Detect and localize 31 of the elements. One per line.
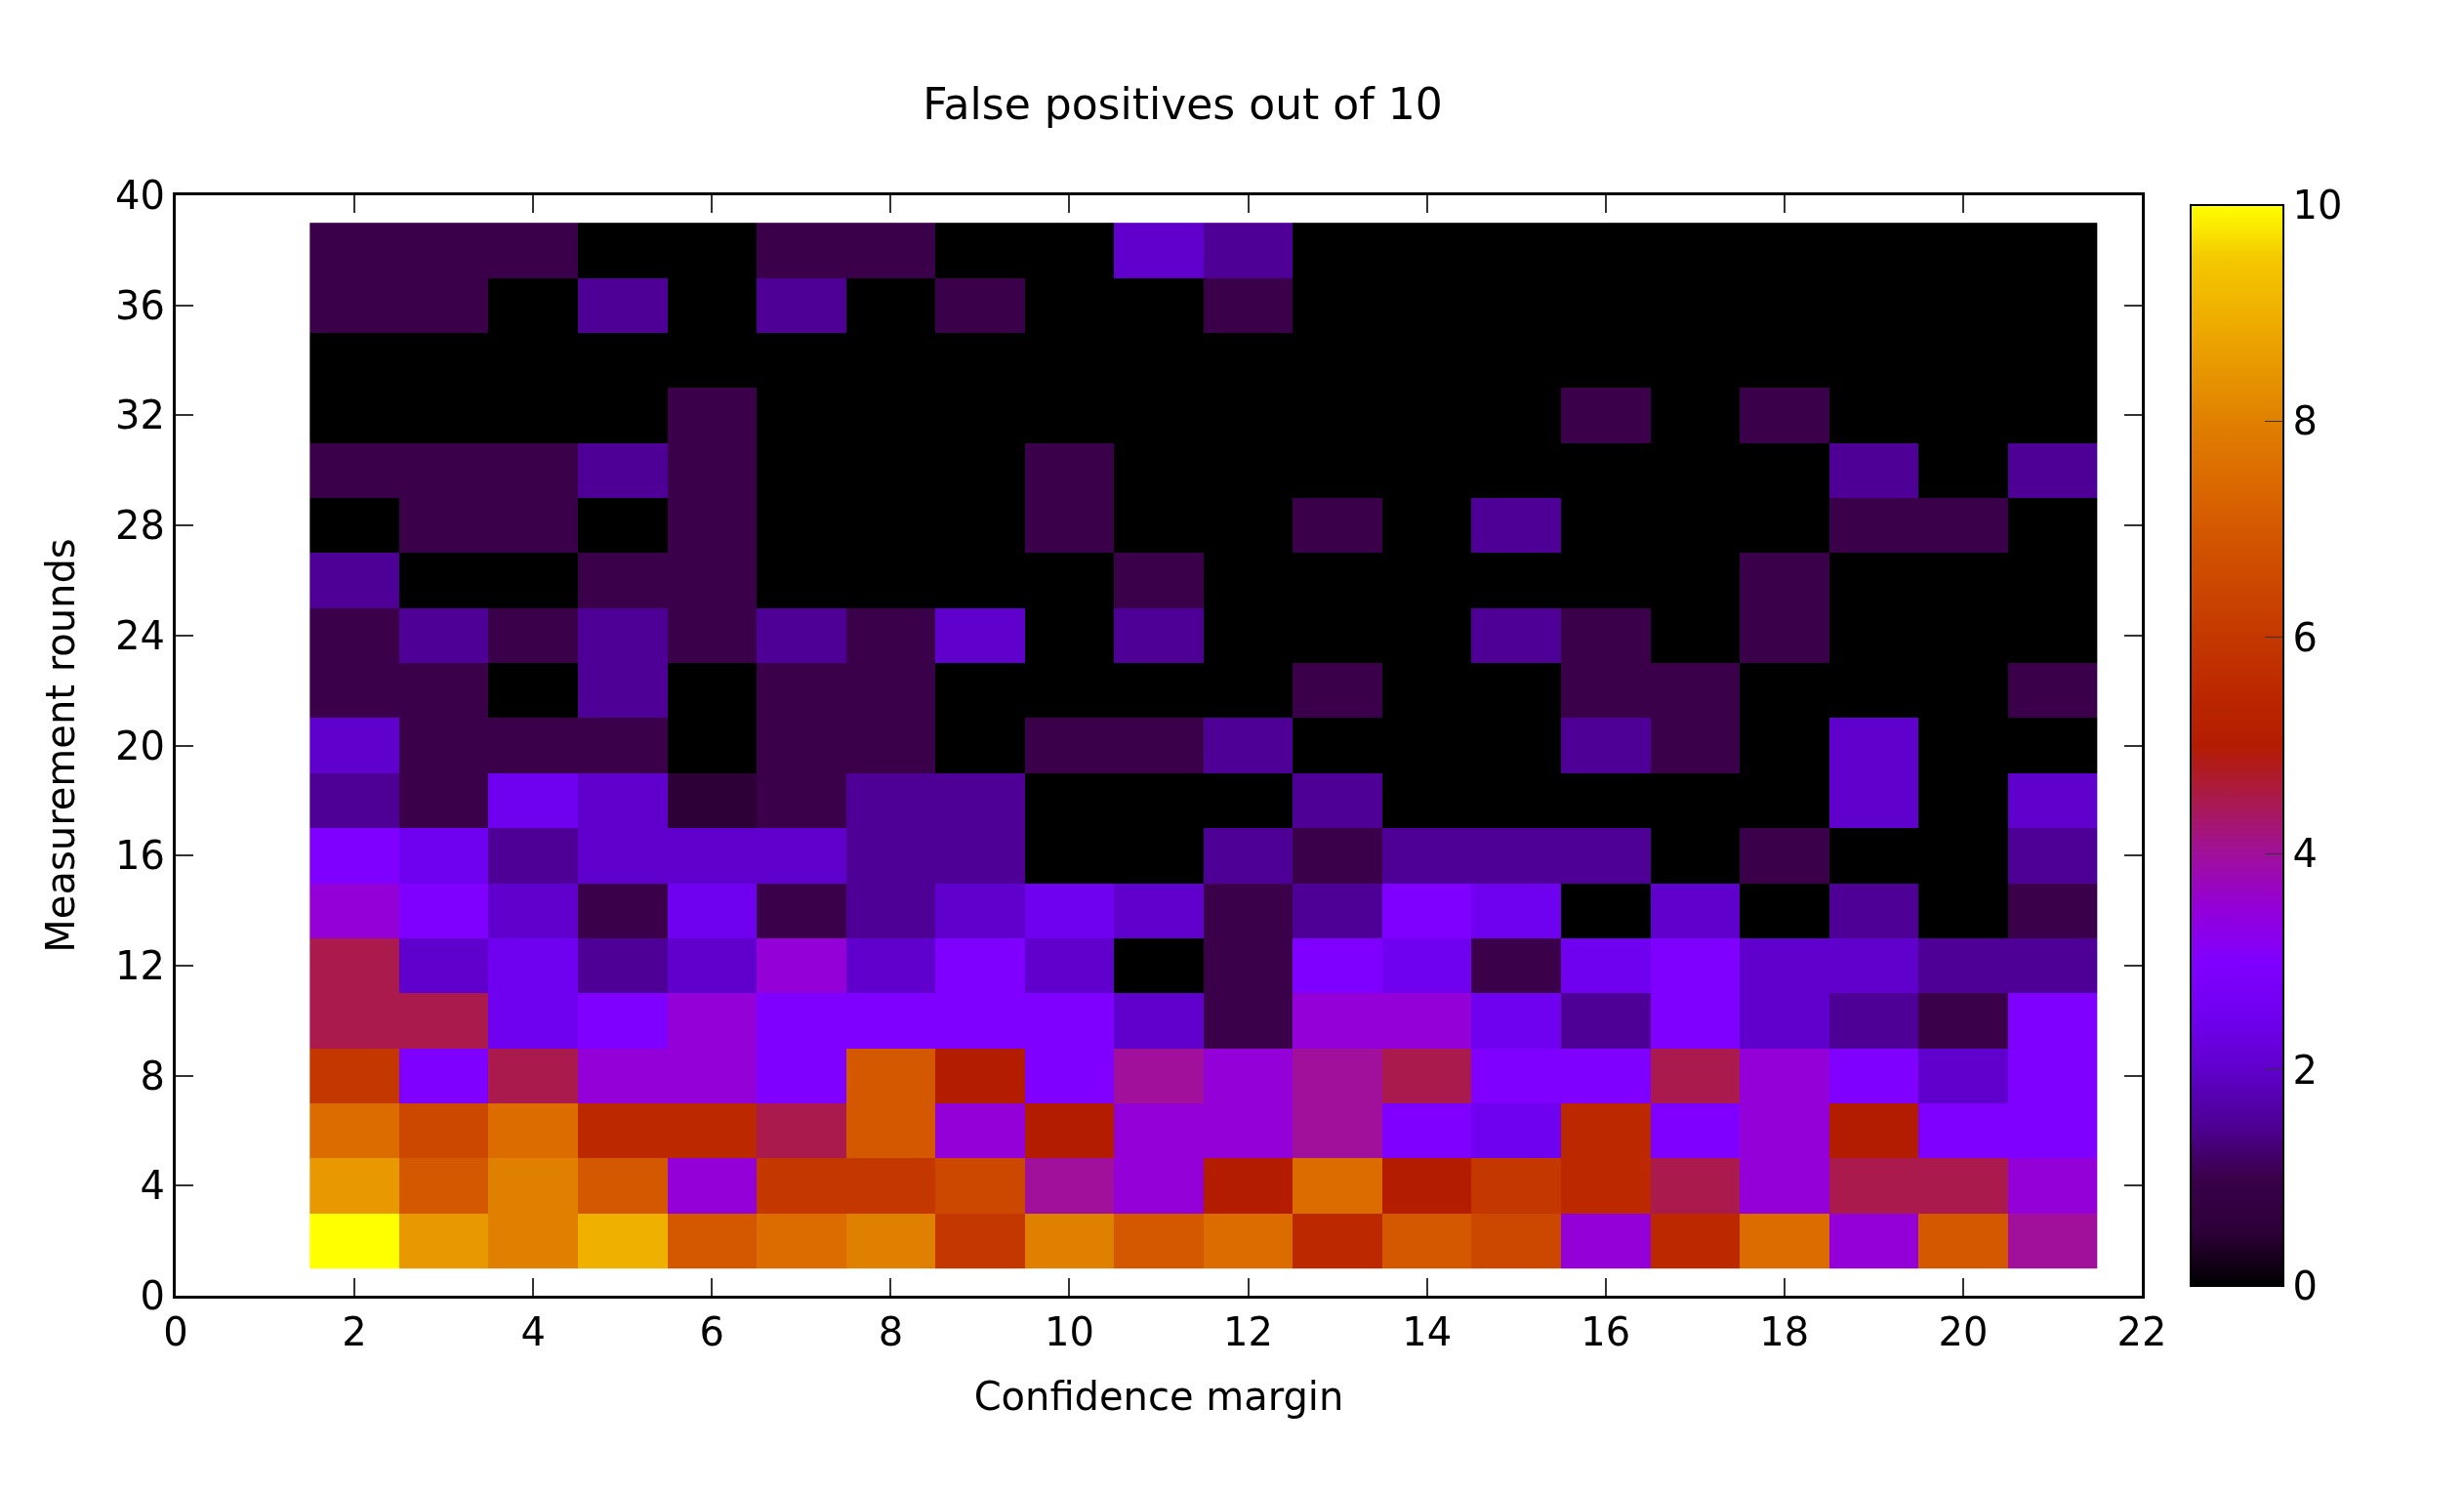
y-tick-label: 24 bbox=[115, 612, 165, 658]
color-bar-label: 2 bbox=[2292, 1047, 2318, 1093]
color-bar-label: 6 bbox=[2292, 614, 2318, 660]
x-tick-label: 14 bbox=[1402, 1309, 1453, 1354]
y-tick-label: 36 bbox=[115, 282, 165, 328]
color-bar-label: 4 bbox=[2292, 831, 2318, 877]
x-tick-label: 20 bbox=[1938, 1309, 1989, 1354]
y-tick-label: 16 bbox=[115, 833, 165, 879]
y-tick-label: 20 bbox=[115, 723, 165, 768]
x-tick-label: 2 bbox=[342, 1309, 367, 1354]
y-tick-label: 4 bbox=[140, 1163, 165, 1209]
x-tick-label: 6 bbox=[699, 1309, 724, 1354]
y-tick-label: 12 bbox=[115, 942, 165, 988]
y-tick-label: 40 bbox=[115, 173, 165, 218]
y-tick-label: 0 bbox=[140, 1273, 165, 1318]
x-tick-label: 4 bbox=[520, 1309, 546, 1354]
x-tick-label: 16 bbox=[1581, 1309, 1631, 1354]
y-tick-label: 28 bbox=[115, 503, 165, 549]
x-tick-label: 22 bbox=[2116, 1309, 2167, 1354]
x-tick-label: 18 bbox=[1759, 1309, 1810, 1354]
color-bar-label: 0 bbox=[2292, 1263, 2318, 1308]
chart-title: False positives out of 10 bbox=[923, 79, 1443, 130]
x-tick-label: 8 bbox=[878, 1309, 904, 1354]
y-axis-title: Measurement rounds bbox=[37, 538, 83, 953]
y-tick-label: 32 bbox=[115, 393, 165, 438]
x-axis-title: Confidence margin bbox=[973, 1373, 1344, 1419]
y-tick-label: 8 bbox=[140, 1053, 165, 1098]
color-bar-label: 10 bbox=[2292, 183, 2343, 228]
x-tick-label: 12 bbox=[1223, 1309, 1273, 1354]
color-bar-label: 8 bbox=[2292, 398, 2318, 444]
x-tick-label: 10 bbox=[1045, 1309, 1094, 1354]
